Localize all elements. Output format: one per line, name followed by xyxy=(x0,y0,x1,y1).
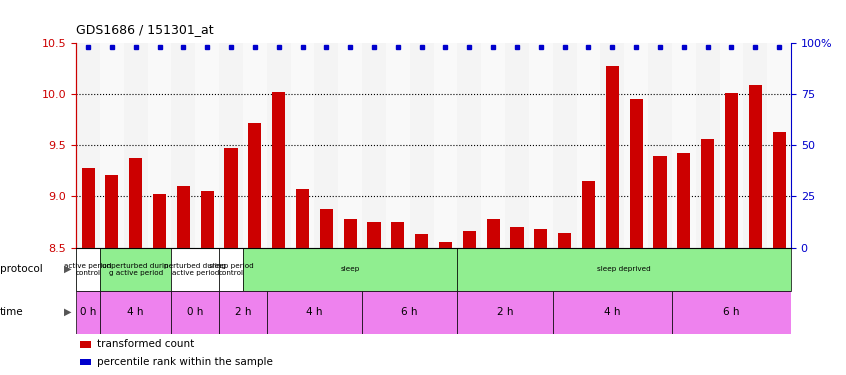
Text: protocol: protocol xyxy=(0,264,43,274)
Bar xyxy=(535,229,547,248)
Bar xyxy=(100,291,172,334)
Bar xyxy=(219,291,266,334)
Bar xyxy=(601,43,624,248)
Text: percentile rank within the sample: percentile rank within the sample xyxy=(97,357,273,367)
Bar xyxy=(409,43,434,248)
Bar xyxy=(672,291,791,334)
Bar xyxy=(701,139,714,248)
Bar xyxy=(367,222,381,248)
Bar xyxy=(100,43,124,248)
Text: ▶: ▶ xyxy=(64,264,72,274)
Bar xyxy=(672,43,695,248)
Bar xyxy=(124,43,147,248)
Bar xyxy=(481,43,505,248)
Bar xyxy=(147,43,172,248)
Text: sleep period
control: sleep period control xyxy=(209,262,254,276)
Bar xyxy=(749,85,761,248)
Bar xyxy=(624,43,648,248)
Bar xyxy=(695,43,719,248)
Text: active period
control: active period control xyxy=(64,262,112,276)
Bar xyxy=(772,132,786,248)
Bar xyxy=(153,194,166,248)
Bar xyxy=(386,43,409,248)
Bar xyxy=(177,186,190,248)
Bar xyxy=(224,148,238,248)
Bar xyxy=(653,156,667,248)
Bar xyxy=(195,43,219,248)
Bar xyxy=(458,291,552,334)
Bar xyxy=(320,209,332,248)
Bar xyxy=(338,43,362,248)
Bar xyxy=(648,43,672,248)
Bar xyxy=(458,43,481,248)
Bar xyxy=(719,43,744,248)
Bar xyxy=(266,291,362,334)
Bar xyxy=(172,291,219,334)
Text: 4 h: 4 h xyxy=(128,307,144,317)
Text: 0 h: 0 h xyxy=(80,307,96,317)
Bar xyxy=(76,248,100,291)
Bar xyxy=(291,43,315,248)
Bar xyxy=(486,219,500,248)
Bar xyxy=(362,43,386,248)
Bar xyxy=(606,66,618,248)
Bar xyxy=(272,92,285,248)
Text: 4 h: 4 h xyxy=(604,307,621,317)
Text: sleep deprived: sleep deprived xyxy=(597,266,651,272)
Text: transformed count: transformed count xyxy=(97,339,195,349)
Bar xyxy=(577,43,601,248)
Bar xyxy=(219,43,243,248)
Text: 4 h: 4 h xyxy=(306,307,322,317)
Bar xyxy=(505,43,529,248)
Bar xyxy=(106,175,118,248)
Bar xyxy=(129,158,142,248)
Bar xyxy=(744,43,767,248)
Text: GDS1686 / 151301_at: GDS1686 / 151301_at xyxy=(76,22,214,36)
Bar xyxy=(76,291,100,334)
Bar xyxy=(415,234,428,248)
Bar xyxy=(767,43,791,248)
Bar xyxy=(629,99,643,248)
Text: 6 h: 6 h xyxy=(723,307,739,317)
Bar xyxy=(172,248,219,291)
Bar xyxy=(315,43,338,248)
Bar xyxy=(582,181,595,248)
Text: 0 h: 0 h xyxy=(187,307,204,317)
Text: sleep: sleep xyxy=(340,266,360,272)
Bar xyxy=(439,242,452,248)
Text: unperturbed durin
g active period: unperturbed durin g active period xyxy=(102,262,169,276)
Bar xyxy=(343,219,357,248)
Bar xyxy=(249,123,261,248)
Bar xyxy=(172,43,195,248)
Text: 2 h: 2 h xyxy=(234,307,251,317)
Bar xyxy=(552,291,672,334)
Bar xyxy=(201,191,214,248)
Bar xyxy=(243,248,458,291)
Bar xyxy=(510,227,524,248)
Bar xyxy=(725,93,738,248)
Text: 6 h: 6 h xyxy=(402,307,418,317)
Bar xyxy=(434,43,458,248)
Bar xyxy=(266,43,291,248)
Bar xyxy=(552,43,576,248)
Bar xyxy=(100,248,172,291)
Bar xyxy=(678,153,690,248)
Bar xyxy=(76,43,100,248)
Text: 2 h: 2 h xyxy=(497,307,514,317)
Bar xyxy=(296,189,309,248)
Bar xyxy=(219,248,243,291)
Bar xyxy=(463,231,475,248)
Text: ▶: ▶ xyxy=(64,307,72,317)
Text: perturbed during
active period: perturbed during active period xyxy=(164,262,226,276)
Bar xyxy=(392,222,404,248)
Text: time: time xyxy=(0,307,24,317)
Bar xyxy=(243,43,266,248)
Bar xyxy=(458,248,791,291)
Bar xyxy=(529,43,552,248)
Bar xyxy=(558,233,571,248)
Bar xyxy=(362,291,458,334)
Bar xyxy=(81,168,95,248)
